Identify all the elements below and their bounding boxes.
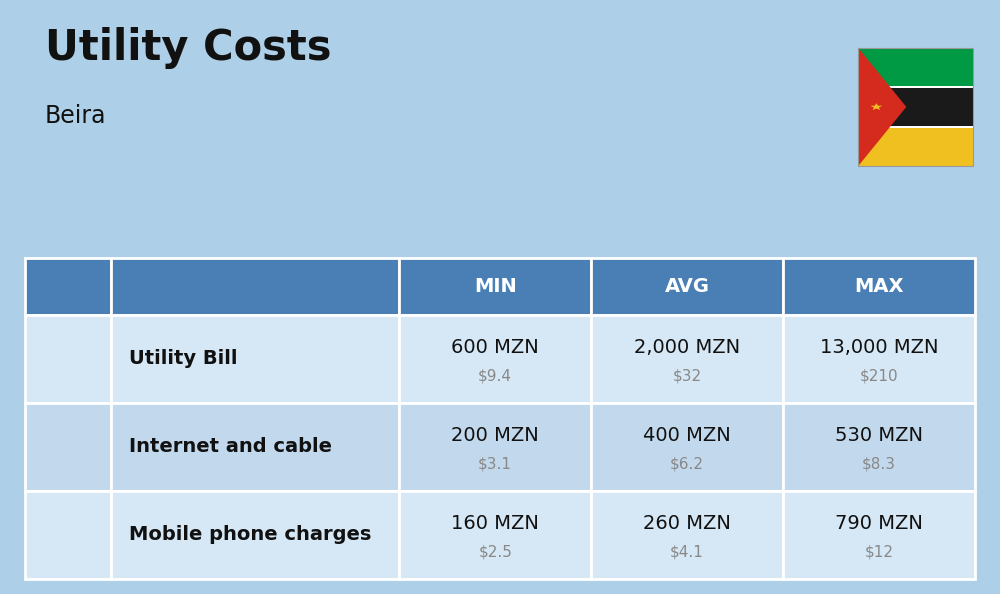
FancyBboxPatch shape xyxy=(399,403,591,491)
Text: Mobile phone charges: Mobile phone charges xyxy=(129,525,371,544)
Text: $32: $32 xyxy=(673,369,702,384)
Text: 13,000 MZN: 13,000 MZN xyxy=(820,338,938,357)
Text: 790 MZN: 790 MZN xyxy=(835,514,923,533)
FancyBboxPatch shape xyxy=(858,48,973,87)
FancyBboxPatch shape xyxy=(591,403,783,491)
FancyBboxPatch shape xyxy=(591,491,783,579)
FancyBboxPatch shape xyxy=(25,403,111,491)
FancyBboxPatch shape xyxy=(25,315,111,403)
Text: $4.1: $4.1 xyxy=(670,545,704,560)
Polygon shape xyxy=(870,103,882,110)
FancyBboxPatch shape xyxy=(591,315,783,403)
Text: $210: $210 xyxy=(860,369,898,384)
FancyBboxPatch shape xyxy=(25,258,111,315)
Text: Utility Bill: Utility Bill xyxy=(129,349,237,368)
FancyBboxPatch shape xyxy=(399,491,591,579)
Text: $9.4: $9.4 xyxy=(478,369,512,384)
FancyBboxPatch shape xyxy=(399,258,591,315)
FancyBboxPatch shape xyxy=(25,491,111,579)
Text: 600 MZN: 600 MZN xyxy=(451,338,539,357)
FancyBboxPatch shape xyxy=(111,491,399,579)
FancyBboxPatch shape xyxy=(858,86,973,89)
Text: $2.5: $2.5 xyxy=(478,545,512,560)
FancyBboxPatch shape xyxy=(783,403,975,491)
FancyBboxPatch shape xyxy=(111,403,399,491)
FancyBboxPatch shape xyxy=(783,258,975,315)
Text: $3.1: $3.1 xyxy=(478,457,512,472)
FancyBboxPatch shape xyxy=(858,87,973,127)
Text: 2,000 MZN: 2,000 MZN xyxy=(634,338,740,357)
Text: 400 MZN: 400 MZN xyxy=(643,426,731,445)
Text: $6.2: $6.2 xyxy=(670,457,704,472)
Text: Utility Costs: Utility Costs xyxy=(45,27,332,69)
Text: 530 MZN: 530 MZN xyxy=(835,426,923,445)
Text: $8.3: $8.3 xyxy=(862,457,896,472)
FancyBboxPatch shape xyxy=(858,127,973,166)
Polygon shape xyxy=(858,48,906,166)
FancyBboxPatch shape xyxy=(399,315,591,403)
FancyBboxPatch shape xyxy=(783,491,975,579)
FancyBboxPatch shape xyxy=(591,258,783,315)
Text: MIN: MIN xyxy=(474,277,517,296)
Text: $12: $12 xyxy=(865,545,894,560)
FancyBboxPatch shape xyxy=(111,258,399,315)
Text: MAX: MAX xyxy=(854,277,904,296)
FancyBboxPatch shape xyxy=(858,125,973,128)
Text: 260 MZN: 260 MZN xyxy=(643,514,731,533)
FancyBboxPatch shape xyxy=(783,315,975,403)
Text: Beira: Beira xyxy=(45,104,106,128)
Text: AVG: AVG xyxy=(665,277,710,296)
Text: Internet and cable: Internet and cable xyxy=(129,437,332,456)
Text: 200 MZN: 200 MZN xyxy=(451,426,539,445)
Text: 160 MZN: 160 MZN xyxy=(451,514,539,533)
FancyBboxPatch shape xyxy=(111,315,399,403)
